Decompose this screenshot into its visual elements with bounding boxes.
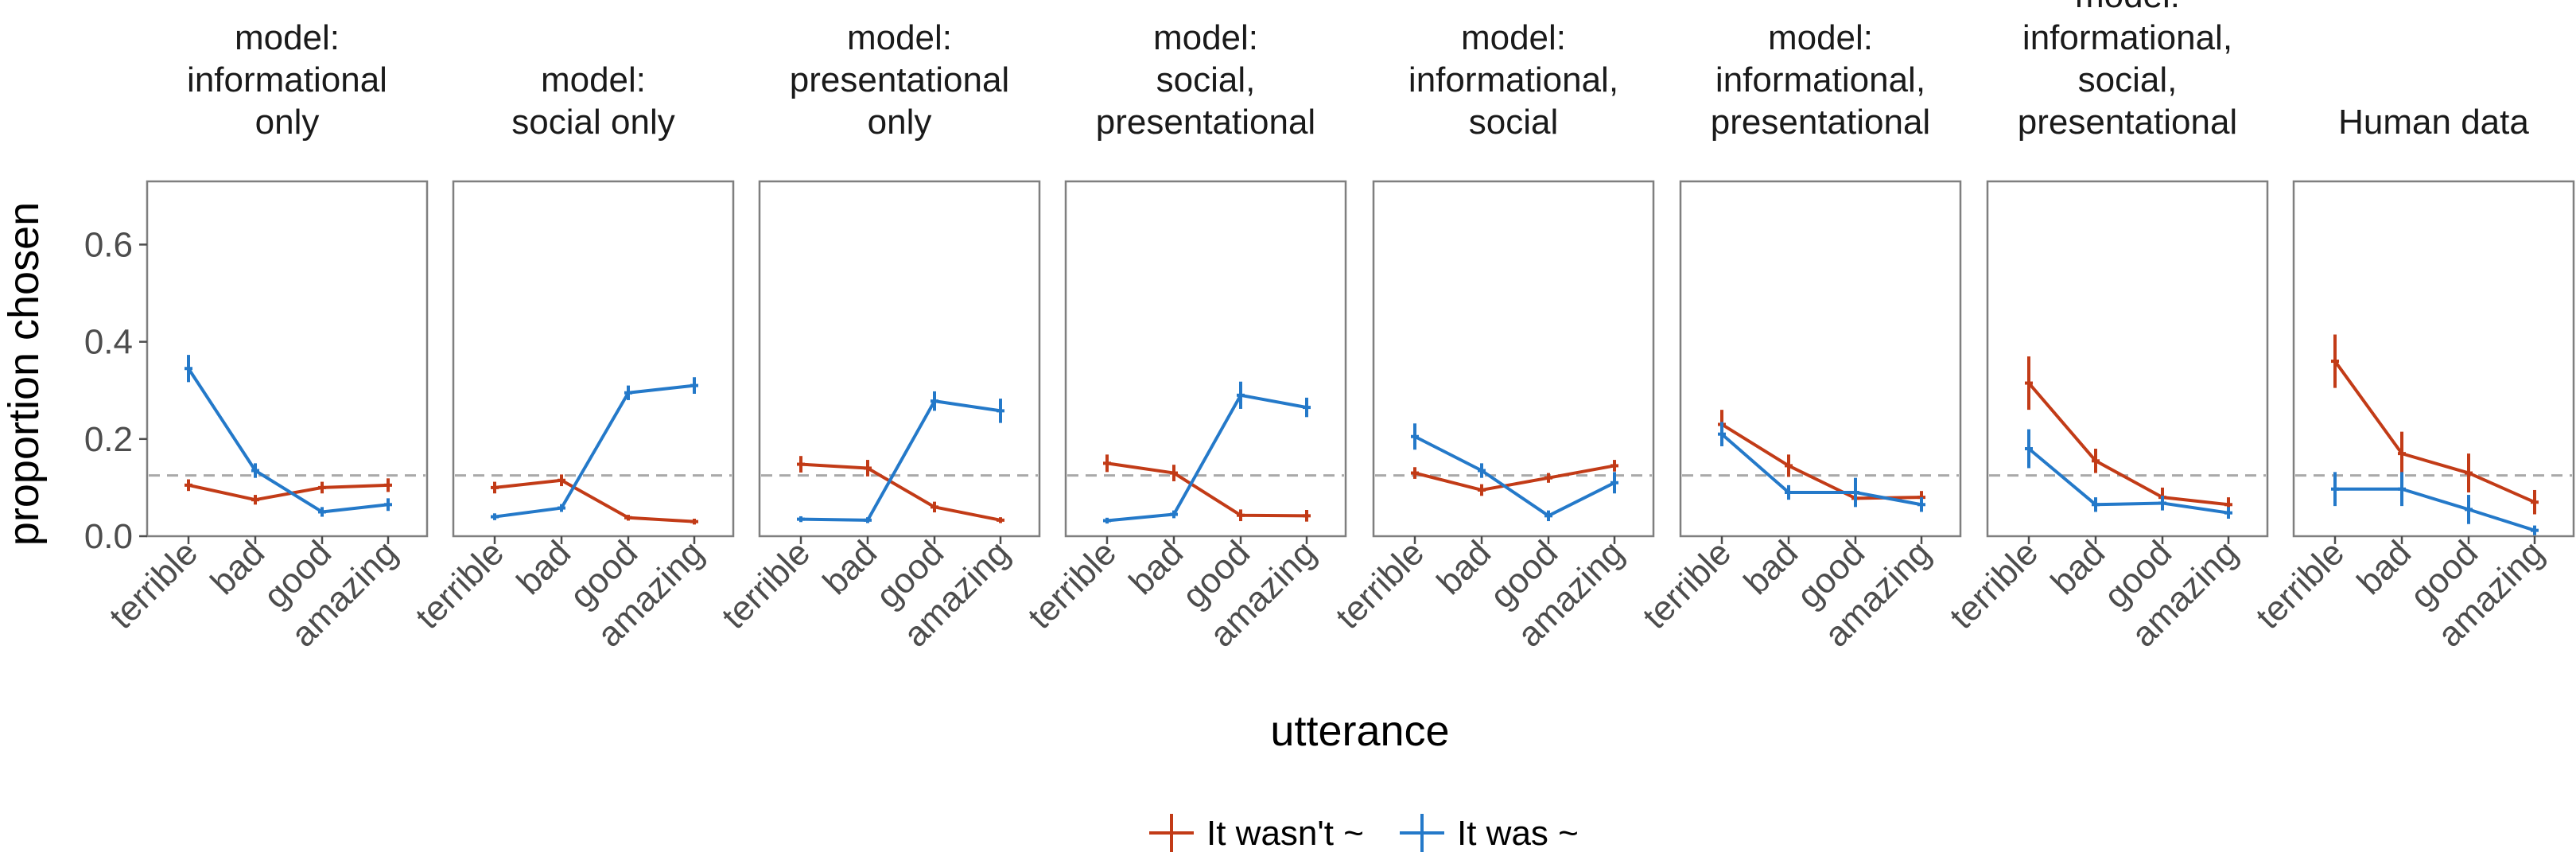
series-line <box>494 383 695 519</box>
facet-title-line: presentational <box>790 60 1009 99</box>
series-line <box>1414 464 1615 492</box>
series-line <box>2335 487 2535 532</box>
facet-title-line: social <box>1469 103 1559 142</box>
x-tick-label: terrible <box>1942 533 2046 636</box>
facet-title: Human data <box>2338 103 2529 142</box>
legend-label: It was ~ <box>1457 814 1579 853</box>
legend-item: It was ~ <box>1400 814 1579 853</box>
facet-panel: model: presentational onlyterriblebadgooda… <box>714 18 1041 655</box>
facet-title: model: social, presentational <box>1096 18 1315 142</box>
facet-title: model: informational only <box>187 18 387 142</box>
facet-title-line: model: <box>1768 18 1873 57</box>
panel-frame <box>1679 180 1962 538</box>
x-tick-label: terrible <box>1020 533 1124 636</box>
x-axis-title: utterance <box>1270 707 1449 755</box>
facet-panel: model: social, presentationalterriblebadgo… <box>1020 18 1347 655</box>
facet-title-line: presentational <box>1096 103 1315 142</box>
x-tick-label: terrible <box>1635 533 1739 636</box>
x-tick-label: terrible <box>408 533 511 636</box>
y-tick-label: 0.6 <box>84 225 133 264</box>
series-line <box>1720 433 1922 507</box>
facet-title-line: model: <box>541 60 646 99</box>
series-line <box>1414 434 1615 518</box>
x-tick-label: terrible <box>714 533 818 636</box>
facet-title-line: informational, <box>1715 60 1925 99</box>
series-line <box>2027 382 2229 507</box>
legend: It wasn't ~ It was ~ <box>1149 814 1579 853</box>
panel-frame <box>1372 180 1655 538</box>
facet-title-line: presentational <box>1711 103 1930 142</box>
y-axis-title: proportion chosen <box>0 202 48 546</box>
panel-frame <box>452 180 735 538</box>
legend-item: It wasn't ~ <box>1149 814 1364 853</box>
facet-title-line: model: <box>1461 18 1566 57</box>
facet-title-line: presentational <box>2018 103 2237 142</box>
series-line <box>1106 461 1307 518</box>
facet-title-line: only <box>255 103 320 142</box>
panels: model: informational onlyterriblebadgoodam… <box>102 0 2575 655</box>
facet-title-line: model: <box>2075 0 2180 15</box>
facet-title: model: social only <box>511 60 674 142</box>
series-line <box>494 478 695 523</box>
series-line <box>800 462 1001 522</box>
series-line <box>187 368 389 514</box>
series-line <box>2333 360 2535 504</box>
facet-title-line: model: <box>235 18 340 57</box>
facet-title-line: social only <box>511 103 674 142</box>
facet-title-line: social, <box>1156 60 1256 99</box>
facet-title: model: informational, presentational <box>1711 18 1930 142</box>
facet-title: model: informational, social <box>1408 18 1618 142</box>
y-axis: 0.0 0.2 0.4 0.6 <box>84 225 147 556</box>
facet-title: model: presentational only <box>790 18 1009 142</box>
facet-panel: model: informational onlyterriblebadgoodam… <box>102 18 429 655</box>
y-tick-label: 0.4 <box>84 323 133 362</box>
facet-title-line: only <box>868 103 932 142</box>
facet-title: model: informational,social, presentationa… <box>2018 0 2237 142</box>
facet-title-line: model: <box>1153 18 1258 57</box>
y-tick-label: 0.0 <box>84 517 133 556</box>
x-tick-label: terrible <box>1328 533 1432 636</box>
panel-frame <box>2292 180 2575 538</box>
panel-frame <box>1064 180 1347 538</box>
facet-panel: model: informational, socialterriblebadgoo… <box>1328 18 1655 655</box>
series-line <box>800 399 1001 522</box>
series-line <box>1106 393 1307 523</box>
facet-title-line: informational <box>187 60 387 99</box>
facet-panel: model: informational,social, presentationa… <box>1942 0 2269 655</box>
facet-title-line: informational, <box>2022 18 2232 57</box>
panel-frame <box>146 180 429 538</box>
legend-label: It wasn't ~ <box>1206 814 1364 853</box>
y-tick-label: 0.2 <box>84 420 133 459</box>
facet-title-line: Human data <box>2338 103 2529 142</box>
facet-panel: model: informational, presentational terrib… <box>1635 18 1962 655</box>
x-tick-label: terrible <box>2248 533 2352 636</box>
panel-frame <box>758 180 1041 538</box>
series-line <box>2027 447 2229 515</box>
facet-title-line: social, <box>2078 60 2178 99</box>
series-line <box>188 483 389 502</box>
facet-title-line: model: <box>847 18 952 57</box>
facet-title-line: informational, <box>1408 60 1618 99</box>
